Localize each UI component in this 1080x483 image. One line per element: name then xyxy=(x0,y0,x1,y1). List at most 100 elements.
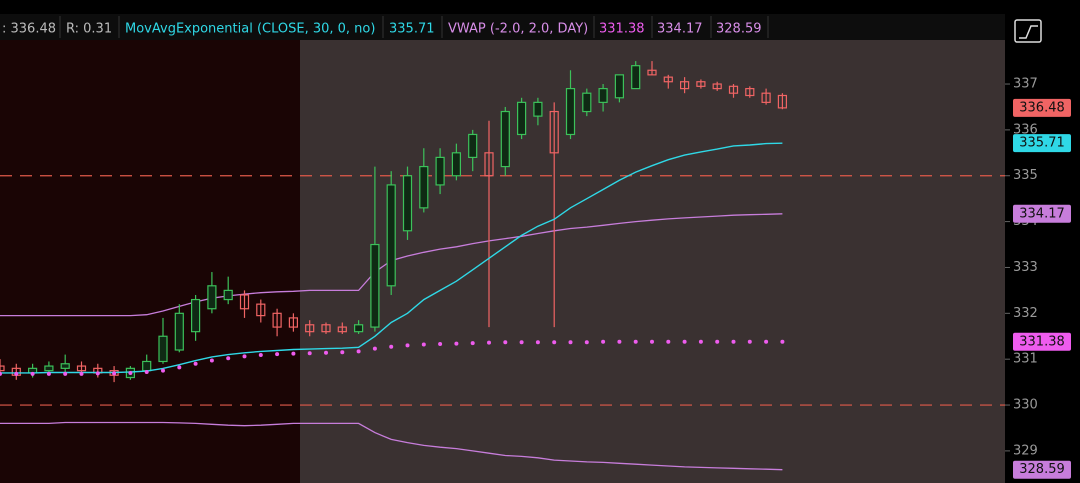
y-tick-label: 332 xyxy=(1013,306,1038,321)
candle-body xyxy=(777,94,788,109)
candle-body xyxy=(663,76,673,83)
price-badge xyxy=(1013,98,1071,117)
vwap-dot xyxy=(552,340,557,345)
vwap-dot xyxy=(601,339,606,344)
vwap-dot xyxy=(193,361,198,366)
vwap-dot xyxy=(454,341,459,346)
candle-body xyxy=(174,312,184,351)
price-badge xyxy=(1013,332,1071,351)
icon-frame[interactable] xyxy=(1014,19,1042,43)
vwap-dot xyxy=(682,339,687,344)
vwap-dot xyxy=(470,341,475,346)
vwap-dot xyxy=(291,351,296,356)
vwap-dot xyxy=(405,343,410,348)
vwap-dot xyxy=(128,370,133,375)
candle-body xyxy=(256,303,266,317)
vwap-dot xyxy=(389,344,394,349)
vwap-dot xyxy=(715,339,720,344)
price-badge-label: 334.17 xyxy=(1019,206,1065,221)
candle-body xyxy=(484,152,494,177)
study-value: 331.38 xyxy=(599,22,645,37)
vwap-dot xyxy=(650,339,654,344)
study-value: 334.17 xyxy=(657,22,703,37)
vwap-dot xyxy=(258,353,263,358)
price-badge xyxy=(1013,134,1071,153)
y-tick-label: 333 xyxy=(1013,260,1038,275)
vwap-dot xyxy=(568,340,573,345)
range-readout: R: 0.31 xyxy=(66,22,112,37)
vwap-dot xyxy=(421,342,426,347)
candle-body xyxy=(761,92,771,103)
candle-body xyxy=(614,74,625,99)
candle-body xyxy=(533,101,543,117)
study-name: VWAP (-2.0, 2.0, DAY) xyxy=(448,22,588,37)
vwap-dot xyxy=(177,365,182,370)
y-tick-label: 330 xyxy=(1013,398,1038,413)
header-bar xyxy=(0,14,1005,40)
icon-glyph[interactable] xyxy=(1019,25,1038,39)
y-tick-label: 335 xyxy=(1013,168,1038,183)
candle-body xyxy=(44,365,54,372)
candle-body xyxy=(745,88,755,97)
y-tick-label: 337 xyxy=(1013,77,1038,92)
vwap-dot xyxy=(535,340,540,345)
header-separators xyxy=(59,16,769,38)
candle-body xyxy=(0,365,5,372)
candle-body xyxy=(223,289,233,301)
close-readout: : 336.48 xyxy=(2,22,56,37)
price-badge xyxy=(1013,204,1071,223)
vwap-dot xyxy=(226,356,231,361)
vwap-dot xyxy=(666,339,671,344)
header: : 336.48 R: 0.31 MovAvgExponential (CLOS… xyxy=(2,16,769,38)
candle-body xyxy=(549,110,559,154)
study-value: 335.71 xyxy=(389,22,435,37)
candle-body xyxy=(598,88,608,103)
vwap-dot xyxy=(209,358,214,363)
band-line xyxy=(0,421,783,471)
vwap-dot xyxy=(780,339,785,344)
candle-body xyxy=(386,184,396,287)
premarket-region xyxy=(0,40,300,483)
vwap-dot xyxy=(356,349,361,354)
vwap-dot xyxy=(161,368,165,373)
candle-body xyxy=(158,335,168,363)
vwap-dot xyxy=(503,340,508,345)
price-badge-label: 336.48 xyxy=(1019,100,1065,115)
candle-body xyxy=(468,133,478,158)
vwap-dot xyxy=(372,346,377,351)
vwap-dot xyxy=(519,340,524,345)
chart-style-icon[interactable] xyxy=(1014,19,1042,43)
price-badge xyxy=(1013,460,1071,479)
vwap-dot xyxy=(95,371,100,376)
candle-body xyxy=(435,156,445,186)
price-badge-label: 328.59 xyxy=(1019,462,1065,477)
vwap-dot xyxy=(438,342,443,347)
candle-body xyxy=(288,317,298,328)
price-badge-label: 331.38 xyxy=(1019,334,1065,349)
candle-body xyxy=(191,298,201,333)
study-value: 328.59 xyxy=(716,22,762,37)
vwap-dot xyxy=(340,350,345,355)
vwap-dot xyxy=(275,352,280,357)
vwap-dot xyxy=(633,339,638,344)
candle-body xyxy=(402,175,413,232)
candle-body xyxy=(76,365,87,372)
candle-body xyxy=(582,92,592,113)
candle-body xyxy=(321,324,331,333)
candle-body xyxy=(337,326,347,333)
vwap-dot xyxy=(144,370,149,375)
candle-body xyxy=(565,88,576,136)
candle-body xyxy=(712,83,722,90)
vwap-dot xyxy=(324,350,328,355)
candle-body xyxy=(207,285,217,310)
vwap-dot xyxy=(46,371,51,376)
candle-body xyxy=(451,152,461,177)
vwap-dot xyxy=(764,339,769,344)
vwap-dot xyxy=(487,340,491,345)
candle-body xyxy=(305,324,315,333)
candle-body xyxy=(354,324,364,333)
candle-body xyxy=(370,243,380,328)
study-name: MovAvgExponential (CLOSE, 30, 0, no) xyxy=(125,22,375,37)
vwap-dot xyxy=(307,351,312,356)
